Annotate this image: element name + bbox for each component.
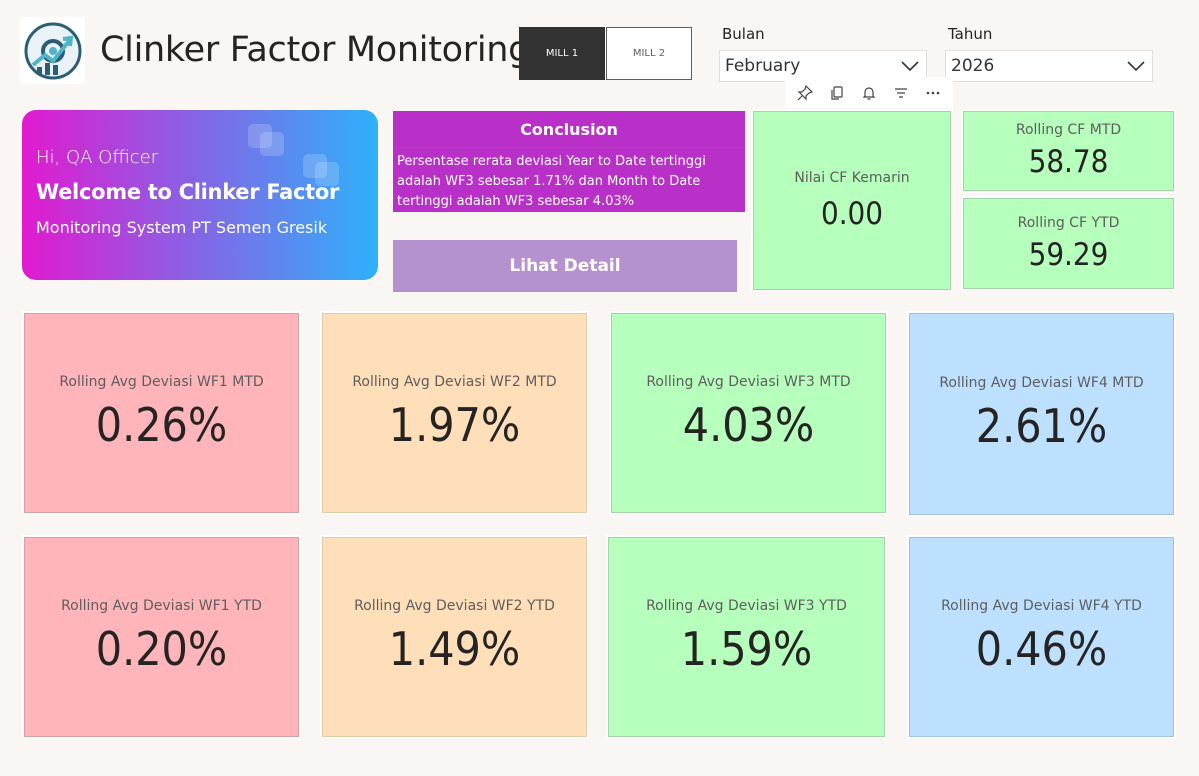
tahun-label: Tahun <box>948 25 993 43</box>
welcome-card: Hi, QA Officer Welcome to Clinker Factor… <box>22 110 378 280</box>
wf2-ytd-label: Rolling Avg Deviasi WF2 YTD <box>354 598 555 614</box>
pin-icon <box>797 84 813 100</box>
welcome-greeting: Hi, QA Officer <box>36 147 159 168</box>
wf3-mtd-label: Rolling Avg Deviasi WF3 MTD <box>646 374 851 390</box>
wf2-mtd-value: 1.97% <box>388 398 521 452</box>
visual-toolbar <box>785 77 953 108</box>
cf-mtd-card: Rolling CF MTD 58.78 <box>961 109 1176 193</box>
page-title: Clinker Factor Monitoring <box>100 30 531 70</box>
chevron-down-icon <box>1127 61 1145 72</box>
wf3-ytd-value: 1.59% <box>680 622 813 676</box>
bulan-selected-value: February <box>725 56 801 76</box>
wf2-ytd-value: 1.49% <box>388 622 521 676</box>
bell-icon <box>862 86 876 100</box>
welcome-subtitle: Monitoring System PT Semen Gresik <box>36 218 328 237</box>
wf4-ytd-card: Rolling Avg Deviasi WF4 YTD 0.46% <box>907 535 1176 739</box>
chevron-down-icon <box>901 61 919 72</box>
wf4-ytd-label: Rolling Avg Deviasi WF4 YTD <box>941 598 1142 614</box>
welcome-title: Welcome to Clinker Factor <box>36 180 340 204</box>
copy-icon <box>831 85 843 100</box>
cf-mtd-value: 58.78 <box>1028 144 1109 180</box>
wf2-mtd-card: Rolling Avg Deviasi WF2 MTD 1.97% <box>320 311 589 515</box>
alert-button[interactable] <box>856 80 882 106</box>
wf2-ytd-card: Rolling Avg Deviasi WF2 YTD 1.49% <box>320 535 589 739</box>
wf4-mtd-value: 2.61% <box>975 399 1108 453</box>
cf-mtd-label: Rolling CF MTD <box>1015 122 1122 138</box>
pin-visual-button[interactable] <box>792 80 818 106</box>
decor-square <box>303 154 327 178</box>
filter-button[interactable] <box>888 80 914 106</box>
logo-icon <box>24 22 81 79</box>
wf3-ytd-label: Rolling Avg Deviasi WF3 YTD <box>646 598 847 614</box>
filter-icon <box>895 87 907 98</box>
decor-square <box>248 124 272 148</box>
wf2-mtd-label: Rolling Avg Deviasi WF2 MTD <box>352 374 557 390</box>
cf-ytd-card: Rolling CF YTD 59.29 <box>961 196 1176 291</box>
wf1-ytd-value: 0.20% <box>95 622 228 676</box>
bulan-label: Bulan <box>722 25 765 43</box>
conclusion-title: Conclusion <box>393 111 745 148</box>
tahun-selected-value: 2026 <box>951 56 995 76</box>
cf-kemarin-value: 0.00 <box>820 195 884 232</box>
copy-visual-button[interactable] <box>824 80 850 106</box>
more-icon <box>926 91 940 94</box>
more-options-button[interactable] <box>920 80 946 106</box>
conclusion-card: Conclusion Persentase rerata deviasi Yea… <box>393 111 745 212</box>
mill-1-button[interactable]: MILL 1 <box>519 27 605 80</box>
cf-kemarin-card: Nilai CF Kemarin 0.00 <box>751 109 953 292</box>
wf4-mtd-card: Rolling Avg Deviasi WF4 MTD 2.61% <box>907 311 1176 517</box>
tahun-dropdown[interactable]: 2026 <box>945 50 1153 82</box>
wf3-ytd-card: Rolling Avg Deviasi WF3 YTD 1.59% <box>606 535 887 739</box>
wf1-mtd-label: Rolling Avg Deviasi WF1 MTD <box>59 374 264 390</box>
bulan-dropdown[interactable]: February <box>719 50 927 82</box>
decor-square <box>260 132 284 156</box>
wf1-ytd-label: Rolling Avg Deviasi WF1 YTD <box>61 598 262 614</box>
conclusion-text: Persentase rerata deviasi Year to Date t… <box>397 154 706 209</box>
wf4-mtd-label: Rolling Avg Deviasi WF4 MTD <box>939 375 1144 391</box>
cf-ytd-value: 59.29 <box>1028 236 1109 273</box>
wf1-mtd-card: Rolling Avg Deviasi WF1 MTD 0.26% <box>22 311 301 515</box>
cf-ytd-label: Rolling CF YTD <box>1017 214 1120 231</box>
lihat-detail-button[interactable]: Lihat Detail <box>393 240 737 292</box>
app-logo <box>20 17 85 84</box>
wf4-ytd-value: 0.46% <box>975 622 1108 676</box>
mill-2-button[interactable]: MILL 2 <box>606 27 692 80</box>
wf1-ytd-card: Rolling Avg Deviasi WF1 YTD 0.20% <box>22 535 301 739</box>
wf3-mtd-value: 4.03% <box>682 398 815 452</box>
wf1-mtd-value: 0.26% <box>95 398 228 452</box>
cf-kemarin-label: Nilai CF Kemarin <box>794 169 910 186</box>
wf3-mtd-card: Rolling Avg Deviasi WF3 MTD 4.03% <box>609 311 888 515</box>
decor-square <box>315 162 339 186</box>
